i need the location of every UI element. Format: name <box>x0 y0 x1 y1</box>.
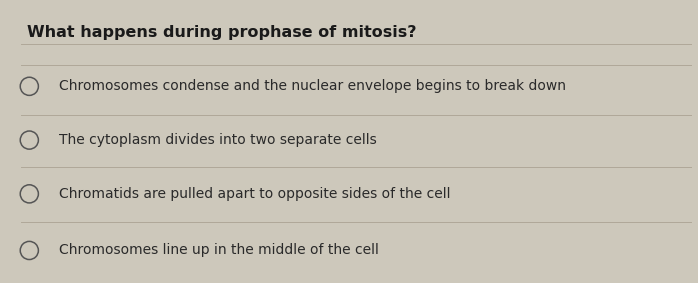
Text: Chromatids are pulled apart to opposite sides of the cell: Chromatids are pulled apart to opposite … <box>59 187 451 201</box>
Text: Chromosomes line up in the middle of the cell: Chromosomes line up in the middle of the… <box>59 243 379 258</box>
Text: The cytoplasm divides into two separate cells: The cytoplasm divides into two separate … <box>59 133 377 147</box>
Text: What happens during prophase of mitosis?: What happens during prophase of mitosis? <box>27 25 416 40</box>
Text: Chromosomes condense and the nuclear envelope begins to break down: Chromosomes condense and the nuclear env… <box>59 79 566 93</box>
